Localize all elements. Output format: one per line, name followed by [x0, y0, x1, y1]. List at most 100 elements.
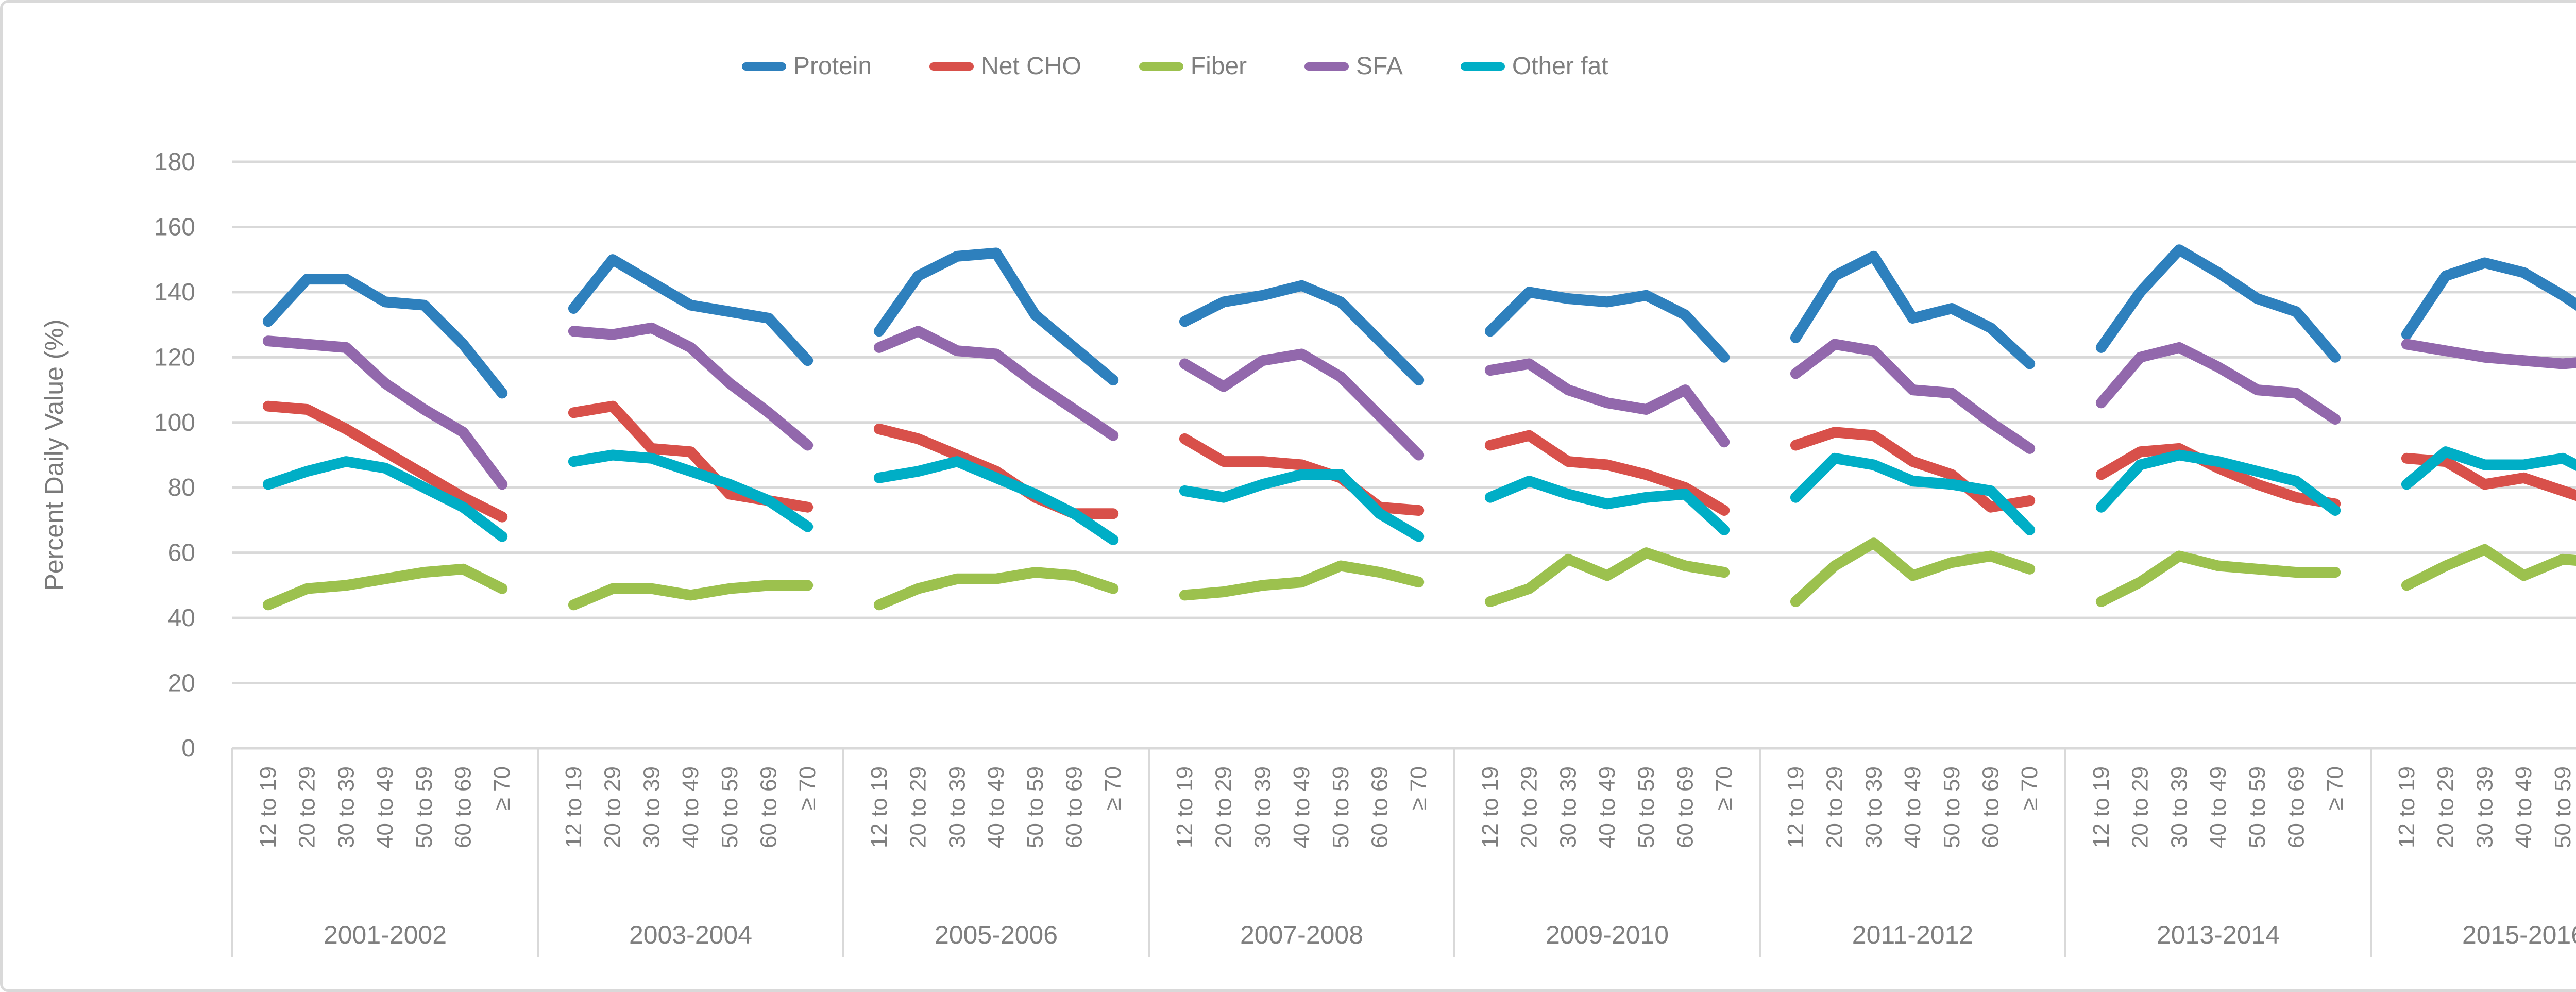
series-line-other-fat: [1179, 469, 1425, 542]
age-group-label: 30 to 39: [944, 766, 970, 848]
series-line-fiber: [568, 580, 814, 611]
series-line-fiber: [1790, 537, 2036, 607]
age-group-label: 12 to 19: [2394, 766, 2419, 848]
age-group-label: 12 to 19: [867, 766, 892, 848]
series-line-other-fat: [568, 449, 814, 532]
series-line-other-fat: [2401, 446, 2576, 490]
age-group-label: 60 to 69: [1062, 766, 1087, 848]
age-group-label: 30 to 39: [1555, 766, 1581, 848]
age-group-label: 50 to 59: [412, 766, 437, 848]
year-label: 2001-2002: [324, 920, 447, 949]
age-group-label: 20 to 29: [1211, 766, 1236, 848]
series-line-fiber: [2095, 550, 2341, 607]
y-tick-label: 0: [181, 735, 195, 762]
year-label: 2011-2012: [1852, 920, 1973, 949]
age-group-label: ≥ 70: [489, 766, 515, 810]
year-label: 2015-2016: [2462, 920, 2576, 949]
age-group-label: 60 to 69: [756, 766, 782, 848]
age-group-label: ≥ 70: [795, 766, 820, 810]
age-group-label: 40 to 49: [1289, 766, 1314, 848]
age-group-label: 20 to 29: [1517, 766, 1542, 848]
legend-label: Other fat: [1512, 53, 1608, 80]
age-group-label: ≥ 70: [1406, 766, 1431, 810]
age-group-label: 60 to 69: [1978, 766, 2004, 848]
age-group-label: 20 to 29: [2128, 766, 2153, 848]
legend-label: SFA: [1356, 53, 1403, 80]
category-labels: 12 to 19 20 to 29 30 to 39 40 to 49 50 to 59…: [256, 766, 2575, 848]
line-chart-plot: 0 20 40 60 80 100 120 140 160 180 12 to 19 20 to 2…: [154, 148, 2576, 957]
series-line-net-cho: [1484, 430, 1730, 516]
age-group-label: 30 to 39: [1250, 766, 1275, 848]
y-tick-label: 40: [168, 604, 195, 632]
series-line-protein: [262, 274, 508, 399]
age-group-label: 40 to 49: [984, 766, 1009, 848]
y-tick-labels: 0 20 40 60 80 100 120 140 160 180: [154, 148, 195, 762]
age-group-label: 30 to 39: [2166, 766, 2192, 848]
series-line-protein: [2401, 257, 2576, 340]
y-tick-label: 20: [168, 670, 195, 697]
y-tick-label: 100: [154, 409, 195, 436]
group-dividers: [231, 748, 2372, 957]
age-group-label: 40 to 49: [1595, 766, 1620, 848]
net-cho-line-swatch: [929, 62, 974, 71]
year-label: 2007-2008: [1240, 920, 1363, 949]
series-line-fiber: [262, 563, 508, 611]
y-tick-label: 180: [154, 148, 195, 176]
series-line-other-fat: [1484, 476, 1730, 535]
legend-item-sfa: SFA: [1304, 54, 1403, 79]
age-group-label: 20 to 29: [295, 766, 320, 848]
series-line-sfa: [1179, 348, 1425, 461]
age-group-label: 20 to 29: [1822, 766, 1848, 848]
age-group-label: 60 to 69: [451, 766, 476, 848]
age-group-label: 30 to 39: [2472, 766, 2497, 848]
series-line-net-cho: [1790, 427, 2036, 513]
other-fat-line-swatch: [1460, 62, 1505, 71]
age-group-label: 20 to 29: [906, 766, 931, 848]
y-tick-label: 160: [154, 213, 195, 241]
chart-legend: Protein Net CHO Fiber SFA Other fat: [742, 54, 1608, 79]
age-group-label: 50 to 59: [717, 766, 742, 848]
age-group-label: 50 to 59: [1023, 766, 1048, 848]
age-group-label: 40 to 49: [2511, 766, 2536, 848]
legend-label: Net CHO: [981, 53, 1081, 80]
series-line-sfa: [568, 322, 814, 451]
age-group-label: 50 to 59: [2245, 766, 2270, 848]
series-lines: [262, 244, 2576, 611]
age-group-label: 40 to 49: [1900, 766, 1925, 848]
age-group-label: 20 to 29: [600, 766, 625, 848]
age-group-label: 50 to 59: [1634, 766, 1659, 848]
series-line-protein: [568, 254, 814, 366]
series-line-fiber: [2401, 544, 2576, 591]
age-group-label: 50 to 59: [1328, 766, 1353, 848]
age-group-label: 12 to 19: [256, 766, 281, 848]
series-line-net-cho: [262, 400, 508, 523]
series-line-protein: [2095, 244, 2341, 363]
year-label: 2005-2006: [935, 920, 1058, 949]
age-group-label: 12 to 19: [1478, 766, 1503, 848]
year-label: 2003-2004: [629, 920, 752, 949]
age-group-label: 40 to 49: [372, 766, 398, 848]
age-group-label: 60 to 69: [1673, 766, 1698, 848]
series-line-net-cho: [2401, 452, 2576, 501]
year-label: 2013-2014: [2157, 920, 2280, 949]
series-line-sfa: [2095, 342, 2341, 425]
age-group-label: 50 to 59: [1939, 766, 1964, 848]
age-group-label: 12 to 19: [1172, 766, 1197, 848]
series-line-sfa: [873, 326, 1119, 441]
y-tick-label: 140: [154, 279, 195, 306]
series-line-sfa: [1790, 339, 2036, 454]
protein-line-swatch: [742, 62, 786, 71]
age-group-label: ≥ 70: [1100, 766, 1126, 810]
legend-item-protein: Protein: [742, 54, 872, 79]
age-group-label: ≥ 70: [2323, 766, 2348, 810]
age-group-label: 30 to 39: [1861, 766, 1886, 848]
series-line-sfa: [2401, 339, 2576, 369]
y-tick-label: 80: [168, 474, 195, 501]
series-line-fiber: [873, 567, 1119, 611]
legend-label: Protein: [793, 53, 872, 80]
age-group-label: 12 to 19: [561, 766, 586, 848]
legend-item-fiber: Fiber: [1139, 54, 1247, 79]
series-line-net-cho: [2095, 443, 2341, 510]
series-line-other-fat: [873, 456, 1119, 545]
age-group-label: 20 to 29: [2433, 766, 2459, 848]
